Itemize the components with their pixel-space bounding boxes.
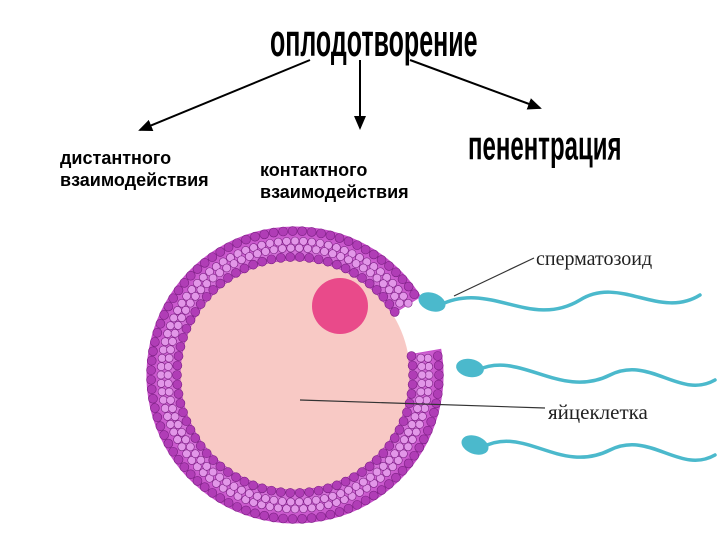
label-egg: яйцеклетка [548, 400, 648, 425]
label-sperm: сперматозоид [536, 248, 652, 271]
